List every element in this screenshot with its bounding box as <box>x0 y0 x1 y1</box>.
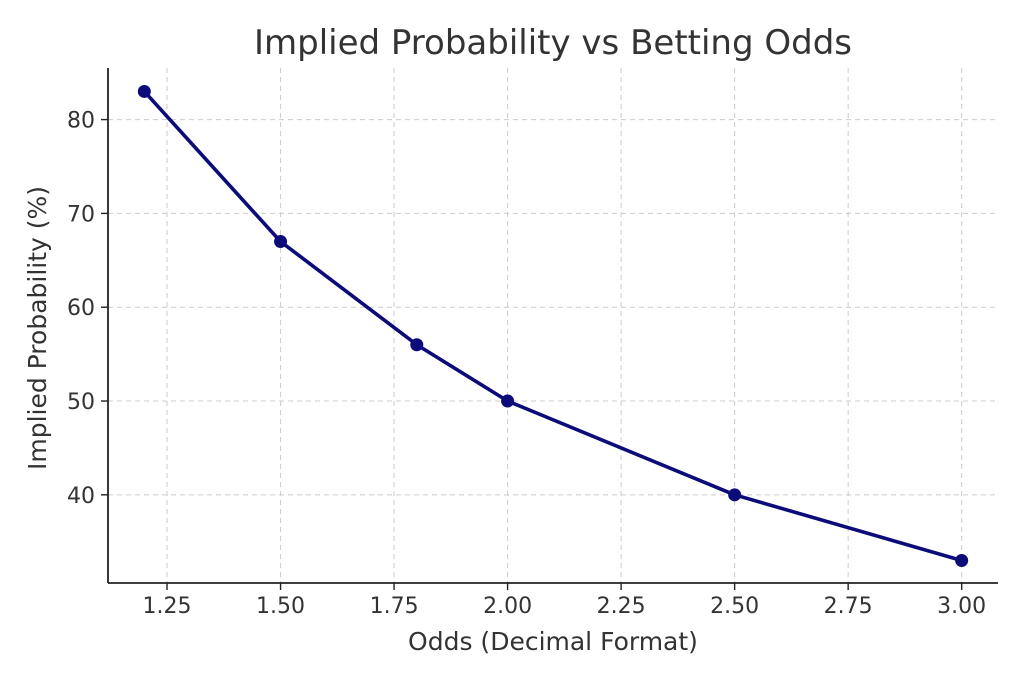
series-line-0 <box>142 89 964 563</box>
data-point-3 <box>501 394 515 408</box>
x-tick-label: 1.25 <box>143 594 192 619</box>
x-tick-label: 2.25 <box>597 594 646 619</box>
ticks: 1.25 1.50 1.75 2.00 2.25 2.50 2.75 3.00 40 50 60 70… <box>67 109 986 619</box>
data-point-2 <box>410 338 424 352</box>
x-tick-label: 2.00 <box>483 594 532 619</box>
series <box>137 84 969 567</box>
x-tick-label: 1.50 <box>256 594 305 619</box>
data-point-0 <box>137 84 151 98</box>
data-point-5 <box>955 553 969 567</box>
y-tick-label: 60 <box>67 296 95 321</box>
x-tick-label: 2.50 <box>710 594 759 619</box>
x-tick-label: 3.00 <box>937 594 986 619</box>
y-tick-label: 70 <box>67 202 95 227</box>
axes <box>107 68 998 584</box>
y-tick-label: 80 <box>67 109 95 134</box>
grid <box>108 68 998 583</box>
data-point-1 <box>274 235 288 249</box>
y-axis-label: Implied Probability (%) <box>23 186 52 470</box>
y-tick-label: 50 <box>67 390 95 415</box>
data-point-4 <box>728 488 742 502</box>
y-tick-label: 40 <box>67 484 95 509</box>
x-tick-label: 1.75 <box>370 594 419 619</box>
x-tick-label: 2.75 <box>824 594 873 619</box>
x-axis-label: Odds (Decimal Format) <box>408 627 698 656</box>
chart-title: Implied Probability vs Betting Odds <box>254 23 852 63</box>
